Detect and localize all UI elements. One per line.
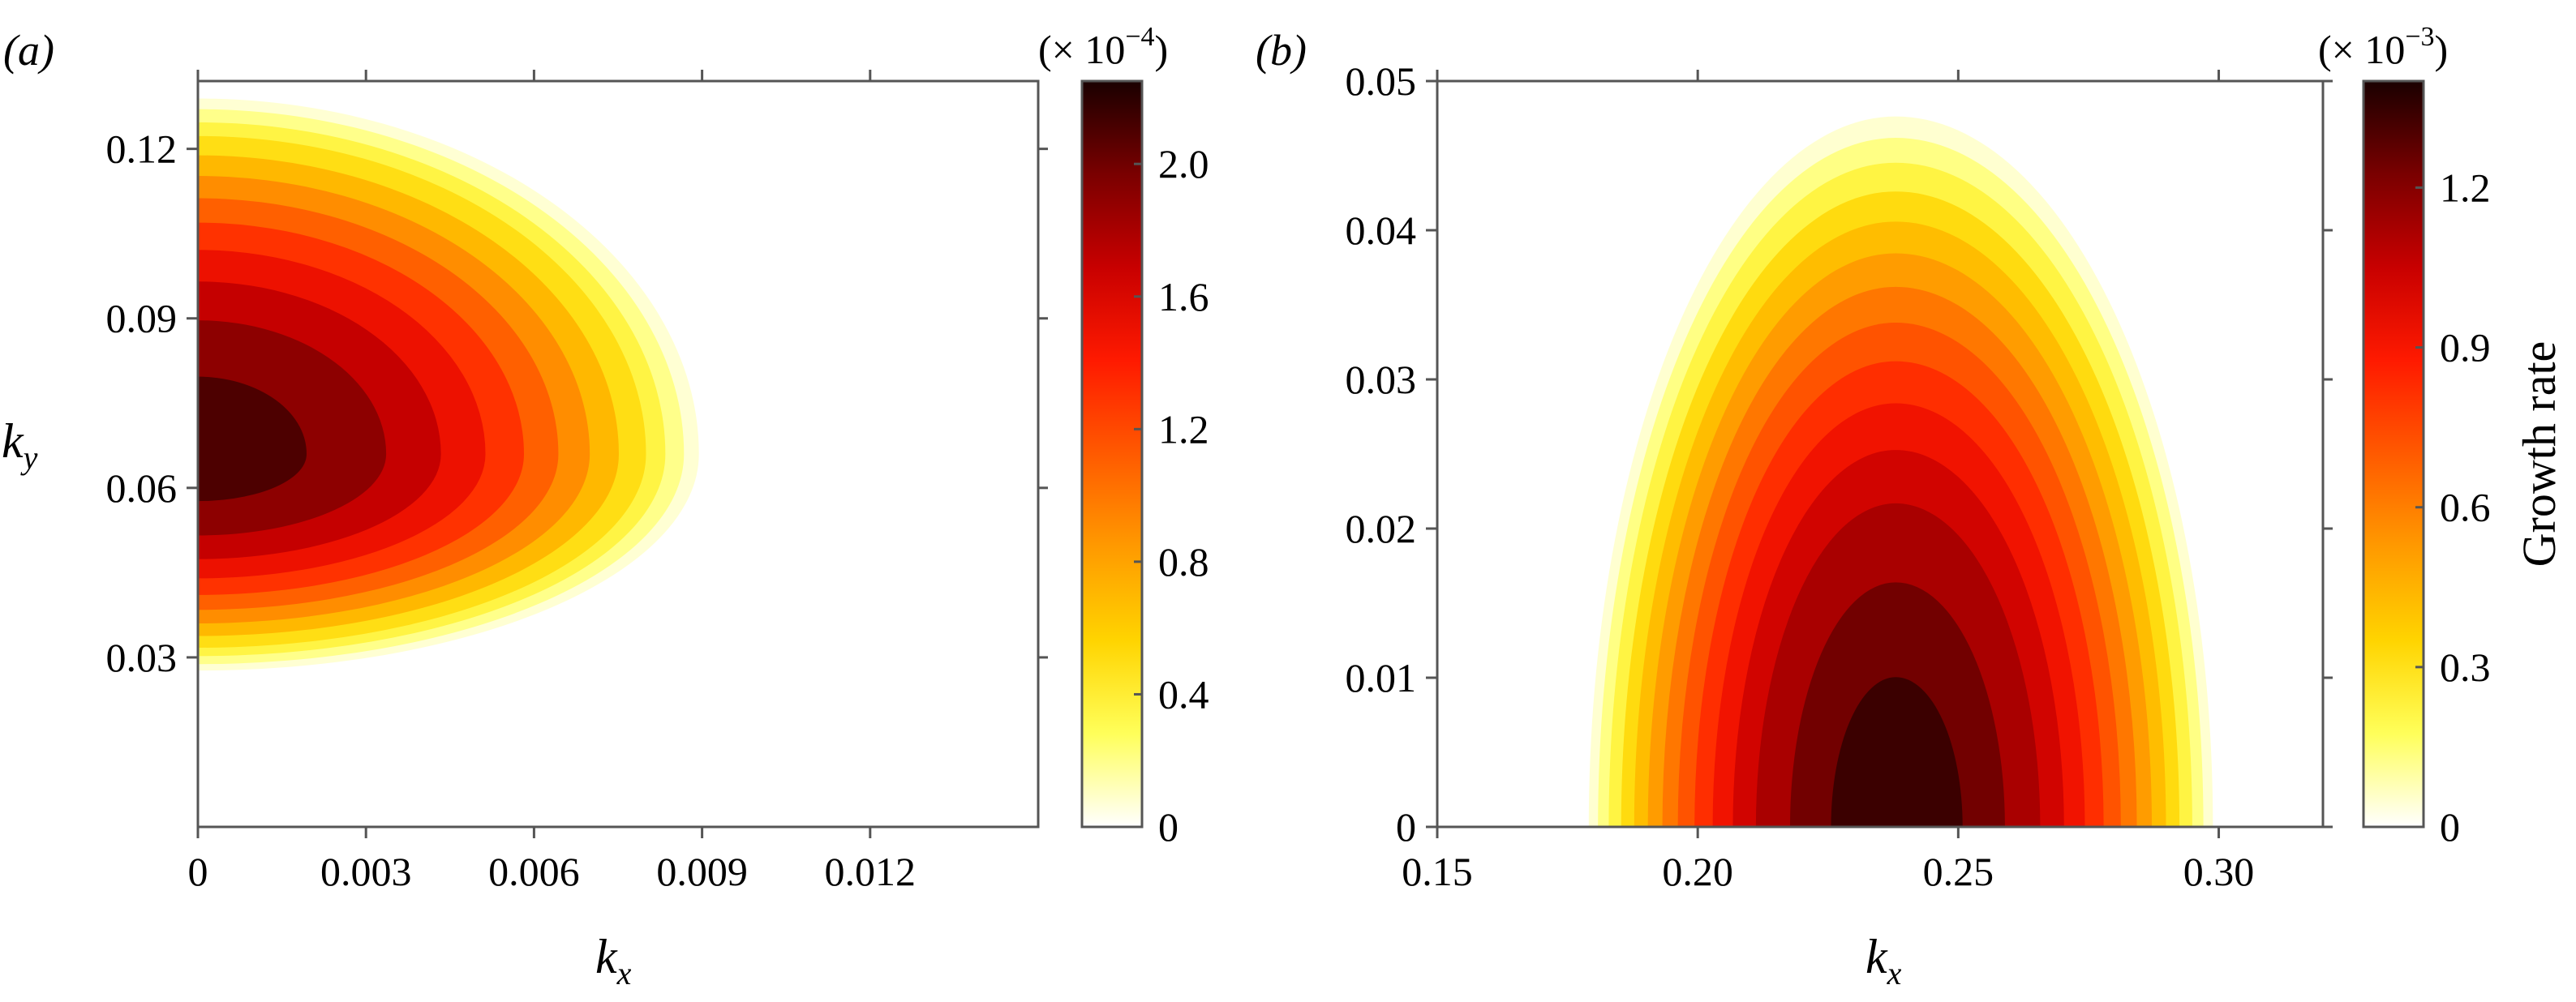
panel-a-y-tick-label: 0.12 (106, 126, 178, 172)
panel-b-colorbar-multiplier: (× 10−3) (2318, 22, 2448, 72)
panel-b-y-tick-label: 0.04 (1346, 208, 1417, 253)
panel-b-y-tick-label: 0.02 (1346, 506, 1417, 551)
panel-a-colorbar-gradient (1080, 79, 1144, 829)
panel-a-colorbar-tick-label: 1.6 (1158, 274, 1209, 319)
panel-a-plot-frame (196, 79, 1040, 829)
panel-a-contour-band (198, 376, 307, 502)
panel-a-x-tick-label: 0.006 (488, 849, 580, 894)
panel-a-colorbar-tick-label: 1.2 (1158, 406, 1209, 452)
panel-b-y-tick-label: 0 (1396, 804, 1416, 850)
panel-a-y-tick-label: 0.03 (106, 635, 178, 680)
panel-a-x-tick-label: 0.009 (656, 849, 748, 894)
panel-b-plot-frame (1436, 79, 2325, 829)
svg-text:kx: kx (1865, 930, 1902, 991)
panel-b-x-axis: 0.15 0.20 0.25 0.30 (1402, 70, 2254, 894)
panel-b-x-tick-label: 0.20 (1662, 849, 1733, 894)
panel-b-colorbar-tick-label: 0.6 (2440, 485, 2491, 530)
panel-b-colorbar-tick-label: 0.3 (2440, 644, 2491, 690)
panel-b-colorbar-tick-label: 0.9 (2440, 325, 2491, 370)
panel-a-colorbar: 0 0.4 0.8 1.2 1.6 2.0 (× 10−4) (1038, 22, 1209, 850)
panel-a-x-axis: 0 0.003 0.006 0.009 0.012 (188, 70, 917, 894)
panel-b-colorbar-tick-label: 1.2 (2440, 165, 2491, 210)
panel-a-y-axis-label: ky (2, 414, 38, 476)
panel-b-x-tick-label: 0.25 (1923, 849, 1994, 894)
panel-b: (b) 0.15 0.20 0.25 0.30 00.010.020.030.040.… (1256, 22, 2565, 991)
panel-a-colorbar-tick-label: 0.4 (1158, 671, 1209, 717)
panel-b-y-tick-label: 0.05 (1346, 58, 1417, 104)
panel-b-contour-fill (1588, 116, 2213, 827)
panel-a-label: (a) (3, 26, 54, 75)
panel-b-colorbar: 0 0.3 0.6 0.9 1.2 (× 10−3) Growth rate (2318, 22, 2565, 850)
panel-b-y-tick-label: 0.03 (1346, 357, 1417, 402)
panel-b-x-axis-label: kx (1865, 930, 1902, 991)
panel-a-colorbar-tick-label: 0 (1158, 804, 1179, 850)
svg-text:kx: kx (595, 930, 632, 991)
panel-a-y-axis: 0.03 0.06 0.09 0.12 (106, 126, 1048, 680)
panel-b-colorbar-ticks: 0 0.3 0.6 0.9 1.2 (2415, 165, 2491, 850)
panel-b-y-axis: 0 0.01 0.02 0.03 0.04 0.05 (1346, 58, 2333, 850)
panel-b-label: (b) (1256, 26, 1307, 75)
panel-a: (a) 0 0.003 0.006 0.009 0.012 0.030.060.090.… (2, 22, 1209, 991)
panel-a-colorbar-ticks: 0 0.4 0.8 1.2 1.6 2.0 (1134, 141, 1209, 850)
panel-a-x-tick-label: 0.003 (320, 849, 412, 894)
panel-b-contour-band (1831, 677, 1963, 827)
panel-a-colorbar-multiplier: (× 10−4) (1038, 22, 1168, 72)
panel-b-x-tick-label: 0.15 (1402, 849, 1473, 894)
panel-a-colorbar-tick-label: 0.8 (1158, 539, 1209, 584)
panel-b-colorbar-gradient (2362, 79, 2425, 829)
panel-a-colorbar-tick-label: 2.0 (1158, 141, 1209, 186)
panel-a-x-axis-label: kx (595, 930, 632, 991)
panel-a-y-tick-label: 0.06 (106, 465, 178, 511)
panel-a-x-tick-label: 0.012 (825, 849, 917, 894)
svg-text:ky: ky (2, 414, 38, 476)
panel-b-colorbar-label: Growth rate (2513, 341, 2565, 567)
panel-b-colorbar-tick-label: 0 (2440, 804, 2460, 850)
panel-b-y-tick-label: 0.01 (1346, 655, 1417, 700)
panel-a-contour-fill (198, 98, 699, 671)
panel-a-y-tick-label: 0.09 (106, 296, 178, 341)
panel-b-x-tick-label: 0.30 (2183, 849, 2255, 894)
panel-a-x-tick-label: 0 (188, 849, 208, 894)
